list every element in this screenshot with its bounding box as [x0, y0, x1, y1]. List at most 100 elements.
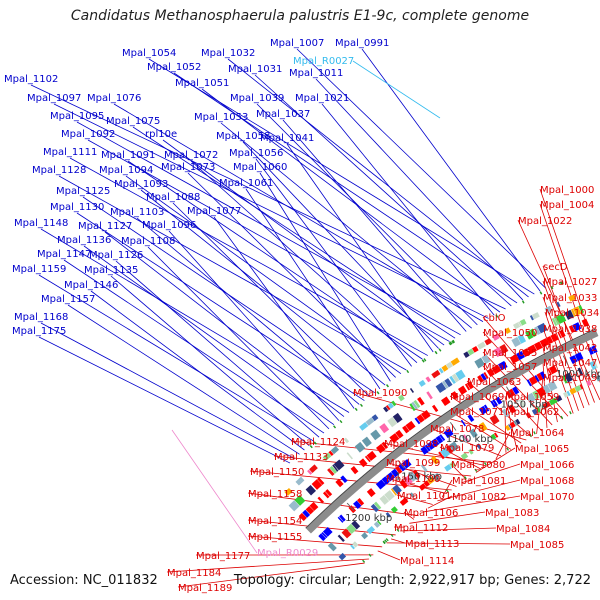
- feature-block: [529, 328, 537, 338]
- feature-dot: [406, 369, 410, 374]
- feature-dot: [569, 411, 572, 415]
- leader-line-forward: [296, 48, 547, 289]
- gene-label-forward: Mpal_1146: [64, 280, 118, 291]
- feature-block: [515, 418, 521, 425]
- gene-label-reverse: Mpal_1106: [404, 508, 458, 519]
- leader-line-reverse: [536, 376, 544, 434]
- gene-label-reverse: Mpal_1068: [520, 476, 574, 487]
- leader-line-forward: [76, 121, 461, 336]
- feature-block: [381, 441, 389, 450]
- feature-block: [366, 450, 377, 461]
- feature-block: [435, 435, 444, 444]
- feature-block: [534, 374, 540, 383]
- feature-block: [508, 424, 512, 430]
- gene-label-forward: Mpal_1096: [142, 220, 196, 231]
- gene-label-reverse: Mpal_1064: [510, 428, 564, 439]
- gene-label-reverse: Mpal_1150: [250, 467, 304, 478]
- gene-label-reverse: Mpal_1124: [291, 437, 345, 448]
- feature-block: [352, 541, 359, 548]
- feature-block: [568, 325, 576, 333]
- feature-block: [440, 447, 451, 458]
- feature-block: [423, 480, 431, 487]
- gene-label-reverse: cbiO: [483, 313, 506, 324]
- feature-block: [573, 306, 582, 316]
- feature-block: [439, 434, 446, 441]
- feature-block: [476, 443, 482, 450]
- feature-block: [408, 472, 418, 482]
- feature-block: [526, 392, 536, 403]
- leader-line-reverse: [449, 410, 512, 450]
- feature-block: [284, 487, 293, 496]
- leader-line-reverse: [400, 527, 497, 532]
- accession-text: Accession: NC_011832: [10, 573, 158, 588]
- leader-line-reverse: [544, 311, 579, 411]
- feature-block: [547, 380, 558, 392]
- feature-block: [377, 520, 382, 526]
- feature-dot: [550, 285, 554, 290]
- leader-line-forward: [148, 58, 535, 295]
- leader-line-forward: [127, 160, 423, 360]
- gene-label-forward: rpl10e: [145, 129, 177, 140]
- feature-dot: [385, 538, 389, 542]
- feature-block: [569, 355, 578, 364]
- feature-block: [537, 322, 548, 334]
- feature-block: [401, 458, 412, 469]
- feature-block: [317, 477, 325, 485]
- leader-line-forward: [115, 260, 320, 438]
- feature-block: [383, 406, 389, 413]
- feature-block: [418, 379, 426, 387]
- feature-block: [477, 341, 486, 350]
- feature-block: [295, 476, 305, 486]
- gene-label-forward: Mpal_1103: [110, 207, 164, 218]
- gene-label-forward: Mpal_1056: [229, 148, 283, 159]
- feature-block: [390, 506, 398, 514]
- feature-block: [350, 544, 356, 550]
- gene-label-reverse: Mpal_1022: [518, 216, 572, 227]
- feature-block: [569, 387, 577, 395]
- genome-backbone-edge: [305, 328, 596, 529]
- feature-block: [353, 500, 362, 510]
- gene-label-forward: Mpal_1077: [187, 206, 241, 217]
- feature-block: [556, 313, 567, 324]
- feature-dot: [362, 559, 366, 563]
- leader-line-reverse: [495, 431, 511, 460]
- feature-block: [328, 450, 334, 457]
- gene-label-forward: Mpal_1058: [216, 131, 270, 142]
- scale-tick: [449, 421, 457, 431]
- feature-block: [333, 459, 345, 471]
- feature-block: [492, 399, 498, 407]
- gene-label-reverse: Mpal_1114: [400, 556, 454, 567]
- feature-block: [445, 361, 454, 369]
- gene-label-forward: Mpal_1011: [289, 68, 343, 79]
- feature-block: [512, 386, 520, 395]
- feature-block: [385, 512, 391, 518]
- genome-backbone: [306, 329, 599, 534]
- feature-block: [412, 469, 421, 479]
- gene-label-reverse: Mpal_1100: [386, 474, 440, 485]
- feature-dot: [463, 475, 467, 480]
- map-title: Candidatus Methanosphaerula palustris E1…: [70, 8, 530, 24]
- leader-line-forward: [76, 212, 365, 401]
- feature-block: [321, 532, 328, 539]
- feature-dot: [396, 528, 400, 532]
- feature-block: [474, 357, 486, 369]
- feature-block: [332, 464, 339, 472]
- feature-dot: [434, 350, 438, 355]
- feature-block: [431, 369, 441, 379]
- feature-dot: [376, 391, 380, 395]
- feature-block: [491, 364, 502, 375]
- feature-block: [392, 484, 402, 495]
- feature-block: [317, 496, 324, 504]
- feature-block: [322, 526, 333, 537]
- gene-label-reverse: secD: [543, 262, 568, 273]
- feature-block: [587, 347, 594, 355]
- feature-block: [385, 405, 391, 411]
- leader-line-reverse: [396, 494, 433, 505]
- feature-block: [538, 404, 545, 412]
- scale-tick: [562, 355, 569, 365]
- feature-block: [411, 401, 418, 410]
- feature-block: [375, 479, 386, 490]
- feature-block: [586, 380, 592, 387]
- gene-label-reverse: Mpal_1082: [452, 492, 506, 503]
- leader-line-reverse: [377, 550, 401, 561]
